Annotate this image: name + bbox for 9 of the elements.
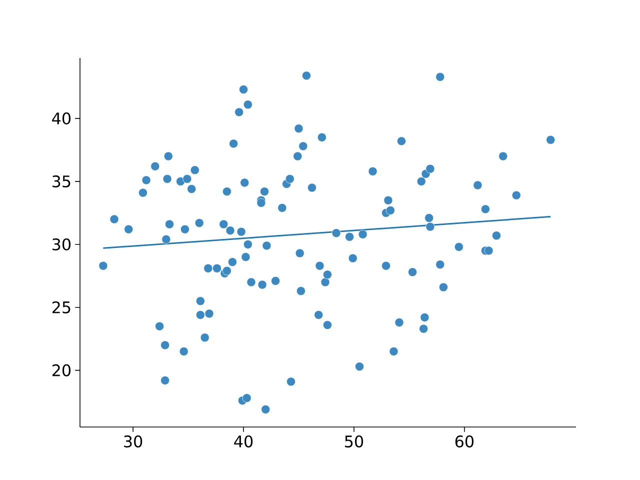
x-tick-label: 40: [234, 435, 253, 448]
x-tick-label: 60: [455, 435, 474, 448]
y-tick-label: 30: [52, 238, 71, 250]
x-tick-label: 50: [345, 435, 364, 448]
y-tick-label: 25: [52, 301, 70, 314]
y-tick-label: 35: [52, 175, 70, 188]
x-tick-label: 30: [124, 435, 142, 448]
y-tick-label: 20: [52, 364, 71, 376]
y-tick-label: 40: [52, 112, 71, 124]
